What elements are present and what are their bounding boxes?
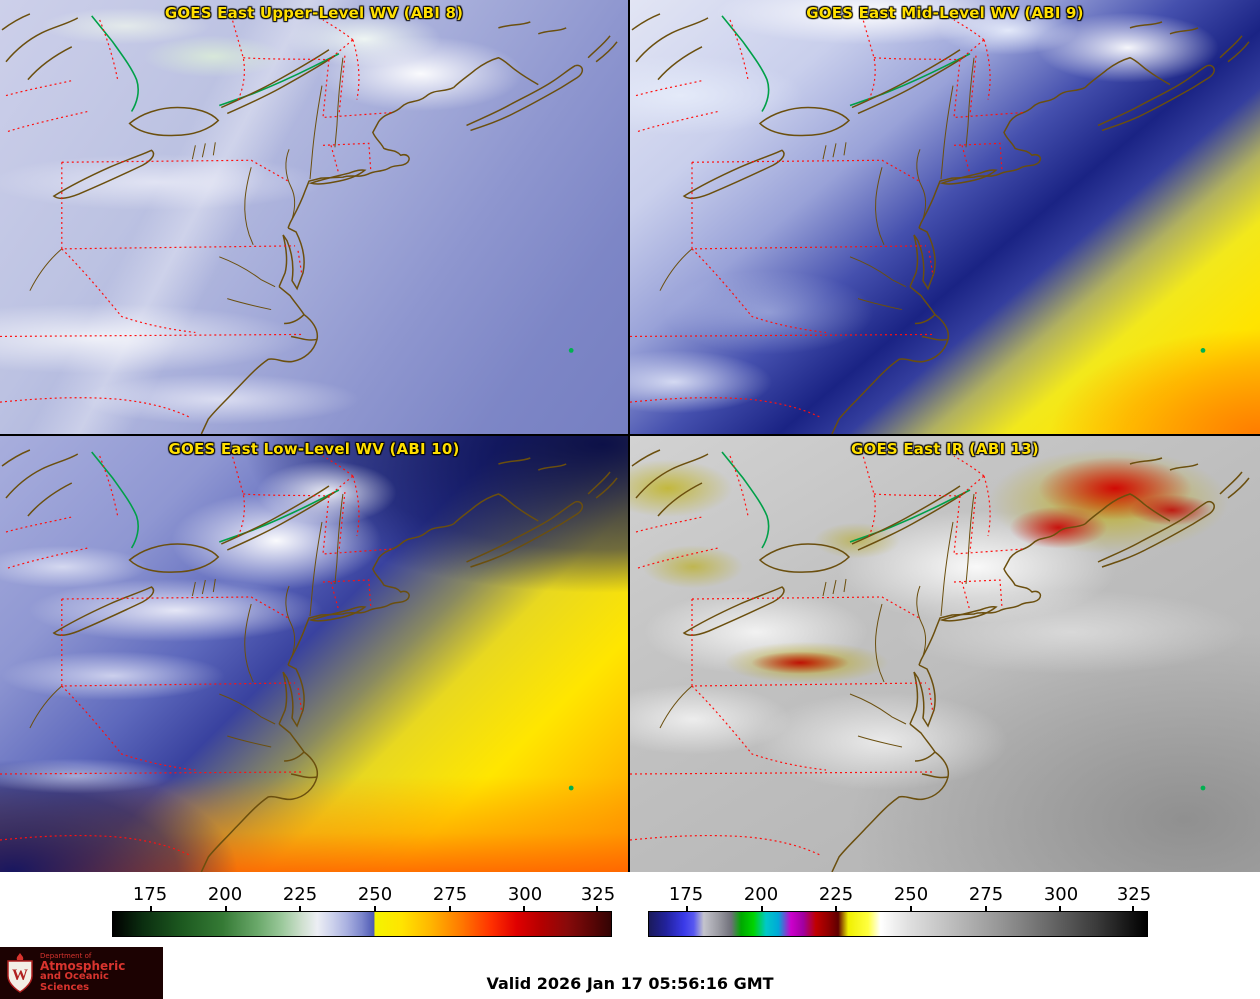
- tick-label: 175: [668, 884, 704, 905]
- footer: W Department of Atmospheric and Oceanic …: [0, 937, 1260, 999]
- svg-text:W: W: [12, 967, 28, 984]
- tick-label: 325: [1116, 884, 1152, 905]
- panel-title-abi10: GOES East Low-Level WV (ABI 10): [168, 440, 460, 458]
- panel-upper-level-wv-abi8: GOES East Upper-Level WV (ABI 8): [0, 0, 630, 436]
- tick-label: 175: [132, 884, 168, 905]
- tick-label: 300: [1043, 884, 1079, 905]
- ir-colorbar: [648, 911, 1148, 937]
- tick-label: 225: [818, 884, 854, 905]
- tick-label: 325: [580, 884, 616, 905]
- valid-time-label: Valid 2026 Jan 17 05:56:16 GMT: [486, 974, 774, 993]
- logo-line2: Atmospheric: [40, 958, 126, 973]
- colorbar-row: 175 200 225 250 275 300 325 175 200 225: [0, 872, 1260, 937]
- map-overlay: [630, 449, 1250, 872]
- panel-title-abi13: GOES East IR (ABI 13): [850, 440, 1039, 458]
- tick-label: 275: [432, 884, 468, 905]
- wv-colorbar-tickmarks: [112, 906, 612, 911]
- wv-colorbar-ticks: 175 200 225 250 275 300 325: [112, 884, 616, 906]
- wv-colorbar-section: 175 200 225 250 275 300 325: [0, 884, 630, 937]
- panel-title-abi9: GOES East Mid-Level WV (ABI 9): [806, 4, 1084, 22]
- tick-label: 200: [207, 884, 243, 905]
- map-overlay: [0, 13, 618, 434]
- map-overlay: [0, 449, 618, 872]
- tick-label: 275: [968, 884, 1004, 905]
- uw-aos-logo[interactable]: W Department of Atmospheric and Oceanic …: [0, 947, 163, 999]
- wv-colorbar: [112, 911, 612, 937]
- panel-ir-abi13: GOES East IR (ABI 13): [630, 436, 1260, 872]
- tick-label: 200: [743, 884, 779, 905]
- panel-title-abi8: GOES East Upper-Level WV (ABI 8): [164, 4, 464, 22]
- ir-colorbar-section: 175 200 225 250 275 300 325: [630, 884, 1260, 937]
- logo-text: Department of Atmospheric and Oceanic Sc…: [40, 951, 158, 994]
- satellite-panel-grid: GOES East Upper-Level WV (ABI 8) GOES Ea…: [0, 0, 1260, 872]
- tick-label: 300: [507, 884, 543, 905]
- panel-low-level-wv-abi10: GOES East Low-Level WV (ABI 10): [0, 436, 630, 872]
- tick-label: 250: [357, 884, 393, 905]
- uw-crest-icon: W: [7, 953, 33, 993]
- tick-label: 250: [893, 884, 929, 905]
- logo-line1: Department of: [40, 951, 92, 960]
- map-overlay: [630, 13, 1250, 434]
- logo-line3: and Oceanic Sciences: [40, 971, 109, 993]
- tick-label: 225: [282, 884, 318, 905]
- ir-colorbar-tickmarks: [648, 906, 1148, 911]
- panel-mid-level-wv-abi9: GOES East Mid-Level WV (ABI 9): [630, 0, 1260, 436]
- ir-colorbar-ticks: 175 200 225 250 275 300 325: [648, 884, 1152, 906]
